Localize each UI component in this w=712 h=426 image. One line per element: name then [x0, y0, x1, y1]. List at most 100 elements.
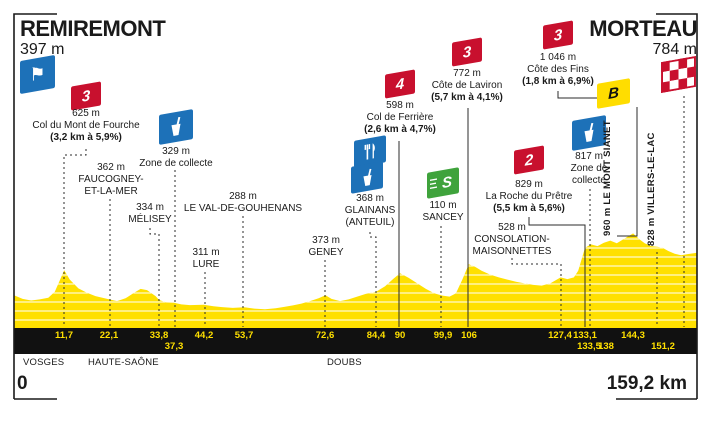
category-number: 4	[395, 74, 405, 94]
km-tick: 144,3	[621, 330, 645, 341]
category-number: 3	[462, 42, 472, 62]
altitude-label: 311 m	[192, 247, 220, 258]
town-name: (ANTEUIL)	[345, 217, 395, 228]
climb-gradient: (1,8 km à 6,9%)	[522, 76, 594, 87]
town-name: FAUCOGNEY-	[78, 174, 144, 185]
km-tick: 84,4	[366, 330, 386, 341]
landmark-col-de-ferriere: 598 m Col de Ferrière (2,6 km à 4,7%)	[364, 100, 436, 136]
category-number: 3	[81, 86, 91, 106]
km-tick: 72,6	[315, 330, 335, 341]
km-tick: 44,2	[194, 330, 214, 341]
bonus-letter: B	[608, 84, 619, 103]
landmark-cote-des-fins: 1 046 m Côte des Fins (1,8 km à 6,9%)	[522, 52, 594, 88]
department-doubs: DOUBS	[327, 357, 362, 368]
town-name: SANCEY	[422, 212, 464, 223]
cup-icon	[171, 116, 181, 136]
landmark-zone-collecte-1: 329 m Zone de collecte	[139, 146, 212, 170]
climb-name: La Roche du Prêtre	[485, 191, 573, 202]
landmark-cote-de-laviron: 772 m Côte de Laviron (5,7 km à 4,1%)	[431, 68, 503, 104]
zone-name: Zone de collecte	[139, 158, 213, 169]
altitude-label: 329 m	[162, 146, 190, 157]
altitude-label: 817 m	[575, 151, 603, 162]
altitude-label: 1 046 m	[539, 52, 577, 63]
climb-gradient: (5,7 km à 4,1%)	[431, 92, 503, 103]
landmark-zone-collecte-2: 817 m Zone de collecte	[571, 151, 608, 187]
altitude-label: 110 m	[429, 200, 457, 211]
km-tick: 133,5	[577, 341, 601, 352]
km-tick: 138	[598, 341, 614, 352]
sprint-letter: S	[441, 172, 452, 192]
cup-icon	[362, 168, 372, 186]
town-name: GLAINANS	[344, 205, 396, 216]
sprint-marker-sancey: S	[427, 167, 459, 199]
altitude-label: 288 m	[229, 191, 257, 202]
category-number: 2	[524, 150, 534, 170]
km-tick: 11,7	[55, 330, 73, 341]
altitude-label: 334 m	[136, 202, 164, 213]
town-name: CONSOLATION-	[474, 234, 550, 245]
feed-zone-cup-icon	[351, 161, 383, 194]
department-haute-saone: HAUTE-SAÔNE	[88, 357, 159, 368]
landmark-lure: 311 m LURE	[192, 247, 219, 271]
climb-name: Côte des Fins	[527, 64, 589, 75]
km-tick: 90	[394, 330, 406, 341]
zone-name: collecte	[572, 175, 606, 186]
km-start-label: 0	[17, 373, 28, 394]
climb-gradient: (2,6 km à 4,7%)	[364, 124, 436, 135]
altitude-label: 772 m	[453, 68, 481, 79]
altitude-label: 368 m	[356, 193, 384, 204]
altitude-label: 362 m	[97, 162, 125, 173]
fork-knife-icon	[364, 143, 375, 160]
landmark-la-roche-du-pretre: 829 m La Roche du Prêtre (5,5 km à 5,6%)	[486, 179, 573, 215]
town-name: GENEY	[308, 247, 344, 258]
km-total-label: 159,2 km	[606, 373, 687, 394]
km-tick: 22,1	[99, 330, 119, 341]
zone-collecte-icon-1	[159, 109, 193, 145]
department-vosges: VOSGES	[23, 357, 65, 368]
town-name: LURE	[192, 259, 220, 270]
zone-name: Zone de	[570, 163, 608, 174]
km-tick: 106	[461, 330, 477, 341]
climb-gradient: (5,5 km à 5,6%)	[493, 203, 565, 214]
finish-checkered-flag-icon	[661, 55, 696, 94]
km-tick: 53,7	[234, 330, 254, 341]
altitude-label: 829 m	[515, 179, 543, 190]
finish-altitude: 784 m	[652, 41, 697, 58]
town-name: MAISONNETTES	[472, 246, 552, 257]
category-number: 3	[553, 25, 563, 45]
climb-name: Côte de Laviron	[431, 80, 503, 91]
km-tick: 99,9	[433, 330, 453, 341]
town-name: LE VAL-DE-GOUHENANS	[183, 203, 303, 214]
cup-icon	[584, 122, 594, 142]
climb-name: Col du Mont de Fourche	[32, 120, 140, 131]
km-tick: 33,8	[149, 330, 169, 341]
feed-zone-icon	[354, 135, 386, 168]
landmark-col-du-mont-de-fourche: 625 m Col du Mont de Fourche (3,2 km à 5…	[32, 108, 139, 144]
landmark-melisey: 334 m MÉLISEY	[128, 202, 171, 226]
landmark-glainans: 368 m GLAINANS (ANTEUIL)	[345, 193, 396, 229]
finish-city-title: MORTEAU	[589, 16, 697, 41]
km-tick: 133,1	[573, 330, 597, 341]
climb-name: Col de Ferrière	[366, 112, 434, 123]
altitude-label: 625 m	[72, 108, 100, 119]
landmark-sancey: 110 m SANCEY	[422, 200, 463, 224]
km-tick: 37,3	[164, 341, 184, 352]
start-flag-icon: ⚑	[20, 54, 55, 95]
checker-pattern	[661, 55, 696, 94]
start-altitude: 397 m	[20, 41, 65, 58]
altitude-label: 373 m	[312, 235, 340, 246]
landmark-val-de-gouhenans: 288 m LE VAL-DE-GOUHENANS	[184, 191, 302, 215]
km-tick: 151,2	[651, 341, 675, 352]
landmark-faucogney: 362 m FAUCOGNEY- ET-LA-MER	[78, 162, 143, 198]
climb-gradient: (3,2 km à 5,9%)	[50, 132, 122, 143]
speed-lines-icon	[430, 178, 437, 189]
flag-glyph-icon: ⚑	[29, 62, 46, 86]
town-name: ET-LA-MER	[84, 186, 138, 197]
altitude-label: 528 m	[498, 222, 526, 233]
start-city-title: REMIREMONT	[20, 16, 166, 41]
vertical-label-villers-le-lac: 828 m VILLERS-LE-LAC	[646, 132, 657, 246]
zone-collecte-icon-2	[572, 115, 606, 151]
altitude-label: 598 m	[386, 100, 414, 111]
